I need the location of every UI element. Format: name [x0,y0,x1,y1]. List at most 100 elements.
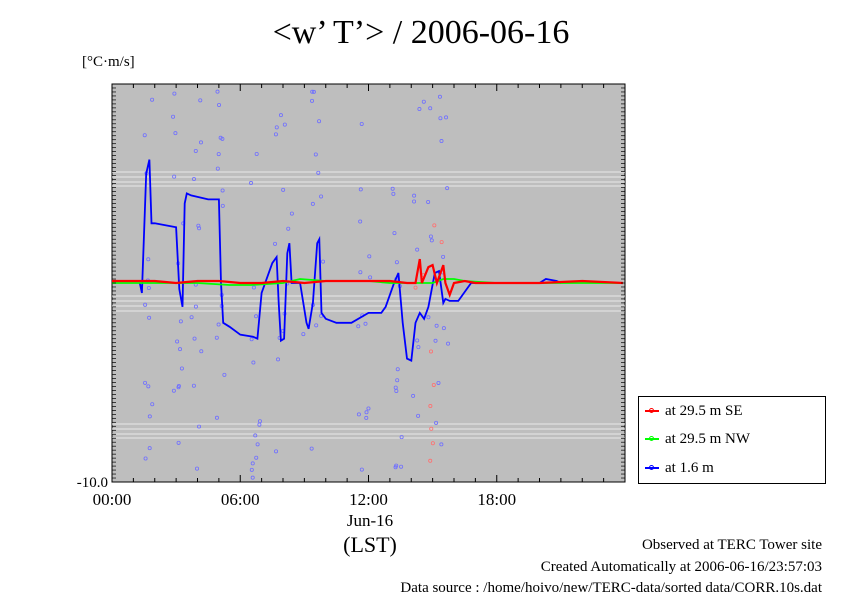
scatter-point [176,383,181,388]
scatter-point [249,337,254,342]
scatter-point [428,234,433,239]
scatter-point [412,193,417,198]
scatter-point [179,366,184,371]
scatter-point [249,467,254,472]
scatter-point [434,420,439,425]
scatter-point [281,187,286,192]
scatter-point [356,324,361,329]
scatter-point [143,380,148,385]
scatter-point [178,319,183,324]
scatter-point [253,433,258,438]
scatter-point [412,199,417,204]
scatter-point [222,372,227,377]
legend-swatch-red [645,406,659,416]
scatter-point [444,115,449,120]
scatter-point [191,383,196,388]
scatter-point [356,412,361,417]
series-line [138,159,562,362]
scatter-point [192,336,197,341]
scatter-point [191,176,196,181]
legend-item-nw: at 29.5 m NW [645,429,750,449]
scatter-point [390,186,395,191]
scatter-point [214,335,219,340]
scatter-point [359,121,364,126]
scatter-point [433,338,438,343]
scatter-point [358,187,363,192]
scatter-point [421,99,426,104]
chart-title: <w’ T’> / 2006-06-16 [272,14,570,51]
scatter-point [434,323,439,328]
scatter-point [366,406,371,411]
legend-item-se: at 29.5 m SE [645,401,743,421]
scatter-point [255,442,260,447]
scatter-point [176,440,181,445]
scatter-point [146,384,151,389]
scatter-point [392,231,397,236]
scatter-point [301,332,306,337]
scatter-point [429,426,434,431]
legend-swatch-green [645,434,659,444]
x-tick-label: 12:00 [349,490,388,509]
scatter-point [254,455,259,460]
scatter-point [391,191,396,196]
scatter-point [309,446,314,451]
legend-item-1-6m: at 1.6 m [645,458,714,478]
scatter-point [399,464,404,469]
scatter-point [395,367,400,372]
scatter-point [426,199,431,204]
scatter-point [142,133,147,138]
scatter-point [150,97,155,102]
scatter-point [273,241,278,246]
scatter-point [399,435,404,440]
y-tick-label: -10.0 [77,475,108,491]
scatter-point [363,321,368,326]
scatter-point [368,275,373,280]
scatter-point [437,94,442,99]
footer-source: Data source : /home/hoivo/new/TERC-data/… [400,580,822,596]
scatter-point [220,188,225,193]
scatter-point [274,449,279,454]
scatter-point [198,140,203,145]
scatter-point [276,357,281,362]
scatter-point [358,270,363,275]
scatter-point [257,422,262,427]
scatter-point [446,341,451,346]
scatter-point [198,98,203,103]
scatter-point [439,240,444,245]
scatter-point [250,461,255,466]
scatter-point [393,385,398,390]
scatter-point [171,114,176,119]
scatter-point [310,89,315,94]
scatter-point [415,338,420,343]
scatter-point [220,203,225,208]
scatter-point [310,98,315,103]
x-axis-timezone-label: (LST) [343,532,397,557]
scatter-point [395,378,400,383]
scatter-point [416,345,421,350]
scatter-point [146,257,151,262]
scatter-point [316,170,321,175]
scatter-point [317,119,322,124]
scatter-point [441,326,446,331]
scatter-point [214,415,219,420]
scatter-point [254,152,259,157]
scatter-point [251,360,256,365]
scatter-point [254,314,259,319]
scatter-point [445,186,450,191]
scatter-point [274,125,279,130]
scatter-point [173,131,178,136]
footer-observed: Observed at TERC Tower site [641,537,822,553]
scatter-point [217,102,222,107]
scatter-point [220,136,225,141]
scatter-point [438,116,443,121]
scatter-point [216,152,221,157]
scatter-point [146,285,151,290]
x-tick-label: 18:00 [477,490,517,509]
legend-swatch-blue [645,463,659,473]
scatter-point [432,223,437,228]
footer-created: Created Automatically at 2006-06-16/23:5… [540,559,822,575]
scatter-point [289,211,294,216]
scatter-point [147,315,152,320]
legend-label: at 1.6 m [665,459,714,476]
scatter-point [150,402,155,407]
